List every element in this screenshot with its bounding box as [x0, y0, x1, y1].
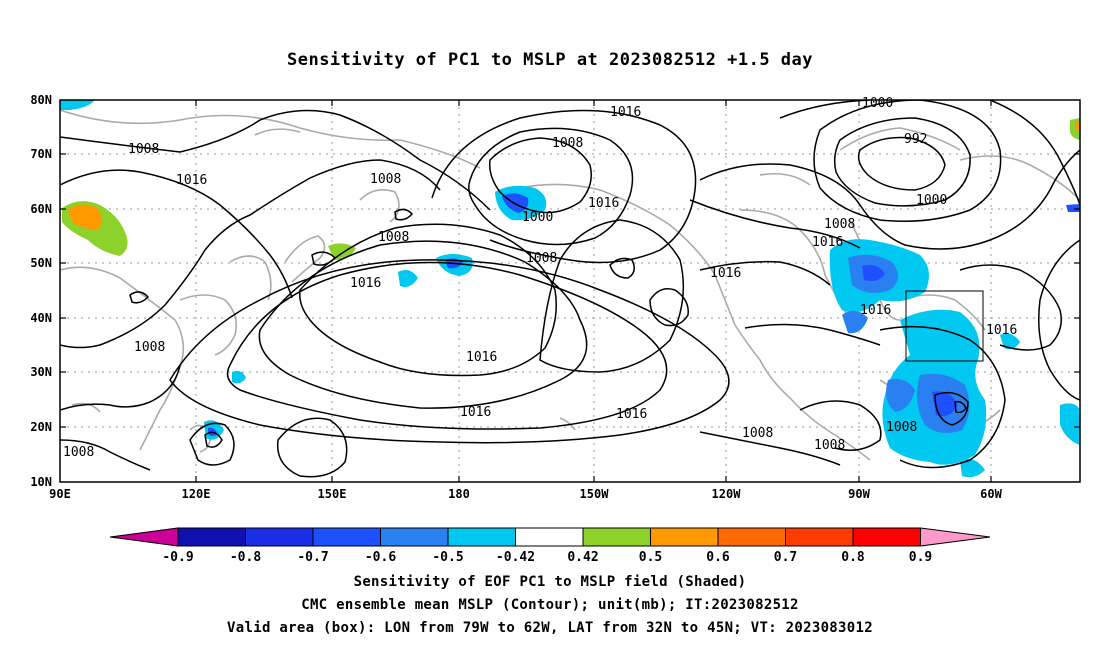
contour-label: 1016: [350, 276, 381, 291]
colorbar-label: -0.42: [496, 550, 535, 565]
lon-label: 90W: [848, 487, 870, 501]
colorbar-bin: [650, 527, 719, 547]
colorbar-label: 0.42: [567, 550, 598, 565]
contour-label: 1000: [862, 96, 893, 111]
shading-patch: [842, 310, 868, 334]
colorbar-bin: [717, 527, 786, 547]
lat-label: 70N: [30, 147, 52, 161]
shading-patch: [398, 270, 418, 287]
lat-label: 30N: [30, 365, 52, 379]
lat-label: 60N: [30, 202, 52, 216]
contour-labels: 1016 1008 1008 1016 1008 1016 1008 1000 …: [63, 96, 1017, 460]
lat-label: 20N: [30, 420, 52, 434]
lat-label: 50N: [30, 256, 52, 270]
colorbar-label: -0.6: [365, 550, 396, 565]
lat-label: 80N: [30, 93, 52, 107]
contour-label: 1016: [710, 266, 741, 281]
lat-label: 40N: [30, 311, 52, 325]
mslp-contours: [60, 100, 1080, 478]
colorbar-bin: [852, 527, 921, 547]
contour-label: 1008: [378, 230, 409, 245]
colorbar-max-triangle: [920, 527, 991, 547]
lat-labels: 80N 70N 60N 50N 40N 30N 20N 10N: [30, 93, 52, 489]
shading-patch: [886, 378, 915, 412]
contour-label: 1016: [616, 407, 647, 422]
caption-line-1: Sensitivity of EOF PC1 to MSLP field (Sh…: [353, 574, 747, 590]
colorbar-bin: [245, 527, 314, 547]
lon-label: 120E: [182, 487, 211, 501]
colorbar-bin: [515, 527, 584, 547]
colorbar-label: -0.5: [432, 550, 463, 565]
colorbar-bin: [582, 527, 651, 547]
contour-label: 1008: [552, 136, 583, 151]
shading-patch: [932, 391, 958, 417]
shading-patch: [960, 458, 985, 478]
lon-labels: 90E 120E 150E 180 150W 120W 90W 60W: [49, 487, 1002, 501]
contour-label: 1000: [916, 193, 947, 208]
plot-title: Sensitivity of PC1 to MSLP at 2023082512…: [286, 50, 813, 70]
lon-label: 150W: [580, 487, 610, 501]
shading-patch: [1075, 121, 1080, 132]
sensitivity-shading: [60, 100, 1080, 478]
lon-label: 60W: [980, 487, 1002, 501]
contour-label: 1008: [370, 172, 401, 187]
tick-marks: [60, 100, 1080, 482]
contour-label: 1008: [814, 438, 845, 453]
shading-patch: [60, 100, 95, 110]
colorbar-label: -0.8: [230, 550, 261, 565]
contour-label: 1016: [588, 196, 619, 211]
contour-label: 1016: [860, 303, 891, 318]
contour-label: 1000: [522, 210, 553, 225]
contour-label: 1008: [824, 217, 855, 232]
colorbar-bin: [312, 527, 381, 547]
contour-label: 1008: [742, 426, 773, 441]
lat-label: 10N: [30, 475, 52, 489]
lon-label: 120W: [712, 487, 742, 501]
map-frame: [59, 99, 1081, 483]
shading-patch: [1066, 204, 1080, 212]
contour-label: 1008: [526, 251, 557, 266]
contour-label: 1016: [986, 323, 1017, 338]
contour-label: 1008: [128, 142, 159, 157]
colorbar-label: 0.8: [841, 550, 865, 565]
contour-label: 1016: [610, 105, 641, 120]
lon-label: 90E: [49, 487, 71, 501]
colorbar-bin: [447, 527, 516, 547]
colorbar-bin: [785, 527, 854, 547]
contour-label: 992: [904, 132, 927, 147]
contour-label: 1008: [134, 340, 165, 355]
contour-label: 1008: [63, 445, 94, 460]
shading-patch: [68, 204, 102, 230]
colorbar-label: 0.9: [909, 550, 932, 565]
contour-label: 1016: [460, 405, 491, 420]
contour-label: 1016: [466, 350, 497, 365]
shading-patch: [862, 265, 885, 282]
lon-label: 180: [448, 487, 470, 501]
colorbar-min-triangle: [109, 527, 179, 547]
colorbar: -0.9 -0.8 -0.7 -0.6 -0.5 -0.42 0.42 0.5 …: [109, 527, 991, 565]
contour-label: 1016: [812, 235, 843, 250]
caption-line-2: CMC ensemble mean MSLP (Contour); unit(m…: [301, 597, 799, 613]
colorbar-label: -0.7: [297, 550, 328, 565]
lon-label: 150E: [318, 487, 347, 501]
colorbar-bin: [380, 527, 449, 547]
colorbar-label: 0.7: [774, 550, 797, 565]
valid-area-box: [905, 290, 984, 362]
contour-label: 1016: [176, 173, 207, 188]
shading-patch: [232, 370, 246, 384]
colorbar-label: 0.5: [639, 550, 662, 565]
colorbar-label: 0.6: [706, 550, 730, 565]
shading-patch: [1000, 333, 1020, 350]
contour-label: 1008: [886, 420, 917, 435]
caption-line-3: Valid area (box): LON from 79W to 62W, L…: [227, 620, 873, 636]
colorbar-bin: [177, 527, 246, 547]
colorbar-label: -0.9: [162, 550, 193, 565]
shading-patch: [1060, 403, 1080, 445]
